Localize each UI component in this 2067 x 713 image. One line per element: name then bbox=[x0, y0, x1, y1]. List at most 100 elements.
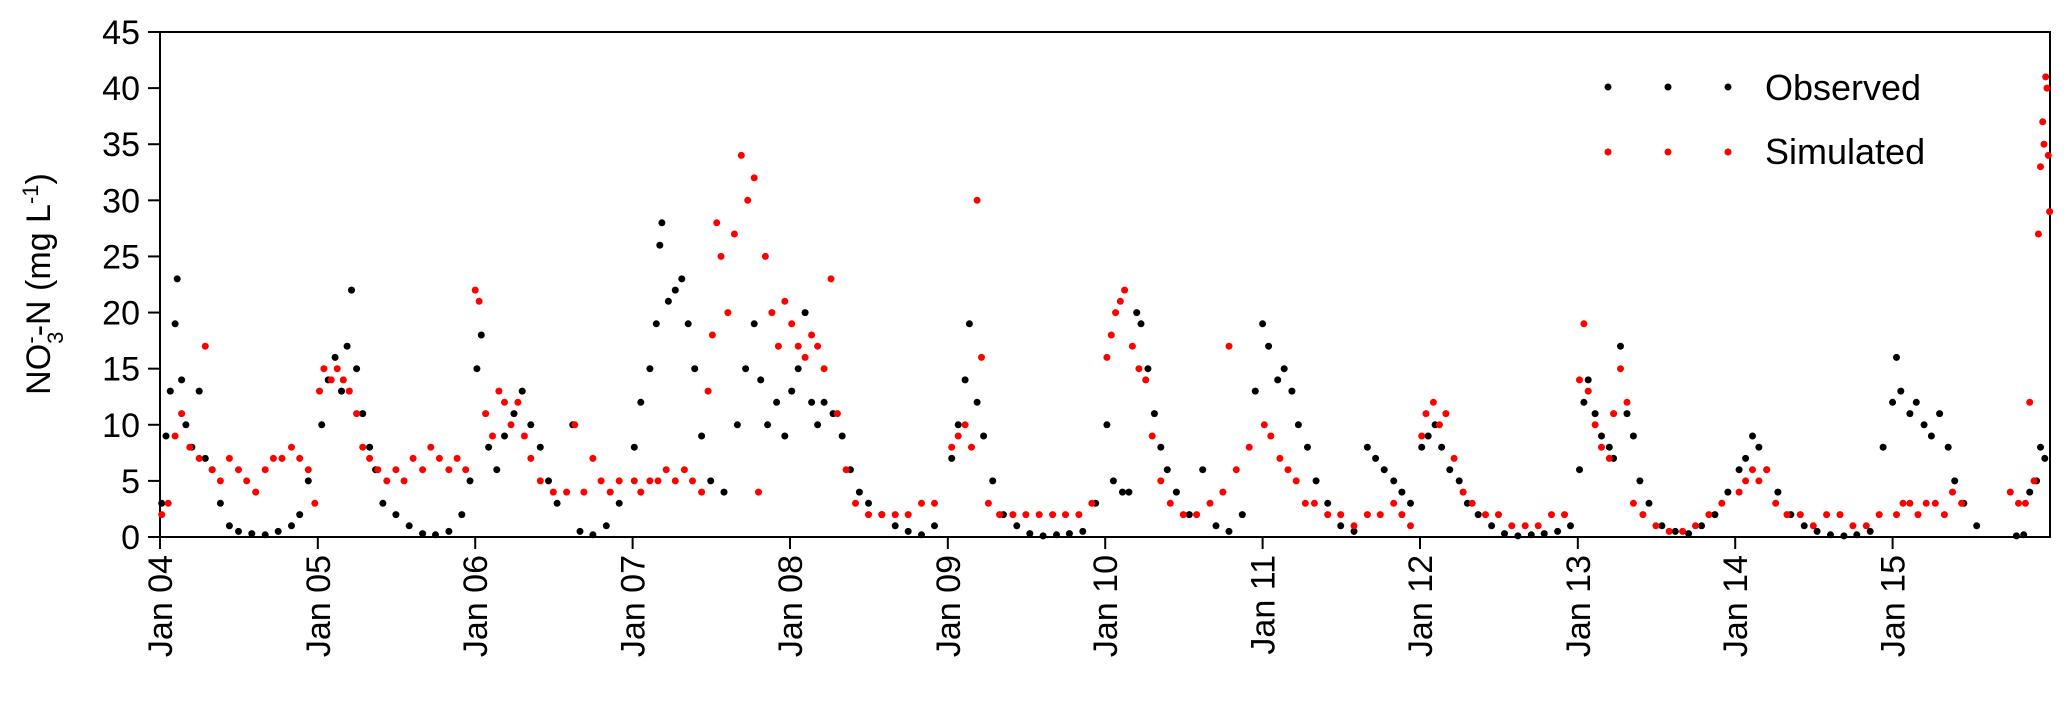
point-simulated bbox=[954, 432, 962, 440]
point-simulated bbox=[392, 466, 400, 474]
point-observed bbox=[1711, 511, 1719, 519]
point-simulated bbox=[1435, 421, 1443, 429]
point-observed bbox=[225, 522, 233, 530]
point-simulated bbox=[571, 421, 579, 429]
point-observed bbox=[201, 454, 209, 462]
point-simulated bbox=[353, 410, 361, 418]
point-observed bbox=[1238, 511, 1246, 519]
point-observed bbox=[178, 376, 186, 384]
point-observed bbox=[2012, 532, 2020, 540]
point-observed bbox=[678, 275, 686, 283]
point-observed bbox=[1150, 410, 1158, 418]
point-simulated bbox=[1062, 511, 1069, 519]
point-simulated bbox=[563, 488, 571, 496]
point-simulated bbox=[1459, 488, 1467, 496]
point-observed bbox=[691, 365, 699, 373]
point-observed bbox=[173, 275, 181, 283]
point-simulated bbox=[1665, 527, 1673, 535]
point-observed bbox=[466, 477, 474, 485]
point-observed bbox=[931, 522, 938, 530]
point-observed bbox=[1125, 488, 1133, 496]
point-simulated bbox=[1049, 511, 1057, 519]
point-simulated bbox=[1219, 488, 1227, 496]
point-simulated bbox=[755, 488, 762, 496]
point-observed bbox=[576, 527, 584, 535]
point-observed bbox=[1185, 511, 1193, 519]
point-simulated bbox=[549, 488, 557, 496]
point-simulated bbox=[1418, 432, 1426, 440]
point-observed bbox=[707, 477, 715, 485]
point-simulated bbox=[865, 511, 872, 519]
point-simulated bbox=[794, 342, 802, 350]
point-simulated bbox=[1949, 488, 1956, 496]
point-observed bbox=[954, 421, 962, 429]
point-simulated bbox=[2034, 230, 2042, 238]
point-simulated bbox=[1692, 522, 1699, 530]
point-observed bbox=[419, 530, 427, 538]
point-simulated bbox=[708, 331, 716, 339]
point-simulated bbox=[1363, 511, 1371, 519]
y-axis: 0 5 10 15 20 25 30 35 40 45 bbox=[102, 14, 160, 557]
point-simulated bbox=[1206, 499, 1214, 507]
data-points bbox=[158, 73, 2054, 540]
point-simulated bbox=[1591, 421, 1599, 429]
point-simulated bbox=[984, 499, 992, 507]
y-tick-label: 35 bbox=[102, 126, 140, 164]
point-simulated bbox=[1652, 522, 1660, 530]
point-simulated bbox=[1337, 511, 1345, 519]
y-axis-label: NO3--N (mg L-1) bbox=[18, 173, 68, 395]
point-simulated bbox=[1482, 511, 1489, 519]
point-observed bbox=[961, 376, 969, 384]
point-observed bbox=[2041, 454, 2049, 462]
y-tick-label: 25 bbox=[102, 238, 140, 276]
series-observed bbox=[158, 219, 2049, 540]
legend-observed-label: Observed bbox=[1765, 67, 1921, 108]
point-observed bbox=[664, 297, 672, 305]
point-simulated bbox=[520, 432, 528, 440]
point-simulated bbox=[1521, 522, 1529, 530]
y-tick-label: 40 bbox=[102, 70, 140, 108]
point-observed bbox=[855, 488, 863, 496]
point-observed bbox=[1889, 398, 1897, 406]
point-observed bbox=[684, 320, 692, 328]
point-observed bbox=[216, 499, 224, 507]
point-observed bbox=[1893, 353, 1900, 361]
point-observed bbox=[1119, 488, 1126, 496]
point-observed bbox=[989, 477, 997, 485]
point-observed bbox=[615, 499, 623, 507]
y-tick-label: 20 bbox=[102, 295, 140, 333]
point-simulated bbox=[1035, 511, 1043, 519]
point-simulated bbox=[1179, 511, 1187, 519]
point-observed bbox=[764, 421, 772, 429]
point-simulated bbox=[2006, 488, 2014, 496]
point-observed bbox=[646, 365, 654, 373]
point-observed bbox=[445, 527, 453, 535]
point-observed bbox=[1742, 454, 1750, 462]
point-observed bbox=[698, 432, 706, 440]
point-simulated bbox=[2026, 398, 2034, 406]
point-observed bbox=[1936, 410, 1944, 418]
x-tick-label: Jan 05 bbox=[300, 555, 338, 657]
point-observed bbox=[1853, 531, 1861, 539]
point-observed bbox=[671, 286, 679, 294]
point-simulated bbox=[1749, 466, 1756, 474]
point-simulated bbox=[359, 443, 367, 451]
x-axis: Jan 04 Jan 05 Jan 06 Jan 07 Jan 08 Jan 09 Jan … bbox=[142, 537, 1913, 657]
point-simulated bbox=[1742, 477, 1750, 485]
point-simulated bbox=[252, 488, 260, 496]
point-simulated bbox=[761, 252, 769, 260]
point-simulated bbox=[1796, 511, 1804, 519]
point-simulated bbox=[878, 511, 886, 519]
point-simulated bbox=[1398, 511, 1406, 519]
point-simulated bbox=[1128, 342, 1136, 350]
point-observed bbox=[637, 398, 645, 406]
point-simulated bbox=[1245, 443, 1253, 451]
point-simulated bbox=[374, 466, 382, 474]
point-observed bbox=[948, 454, 956, 462]
point-simulated bbox=[1534, 522, 1542, 530]
point-observed bbox=[814, 421, 822, 429]
point-simulated bbox=[1958, 499, 1966, 507]
point-observed bbox=[359, 410, 367, 418]
point-simulated bbox=[1580, 320, 1588, 328]
point-simulated bbox=[680, 466, 688, 474]
